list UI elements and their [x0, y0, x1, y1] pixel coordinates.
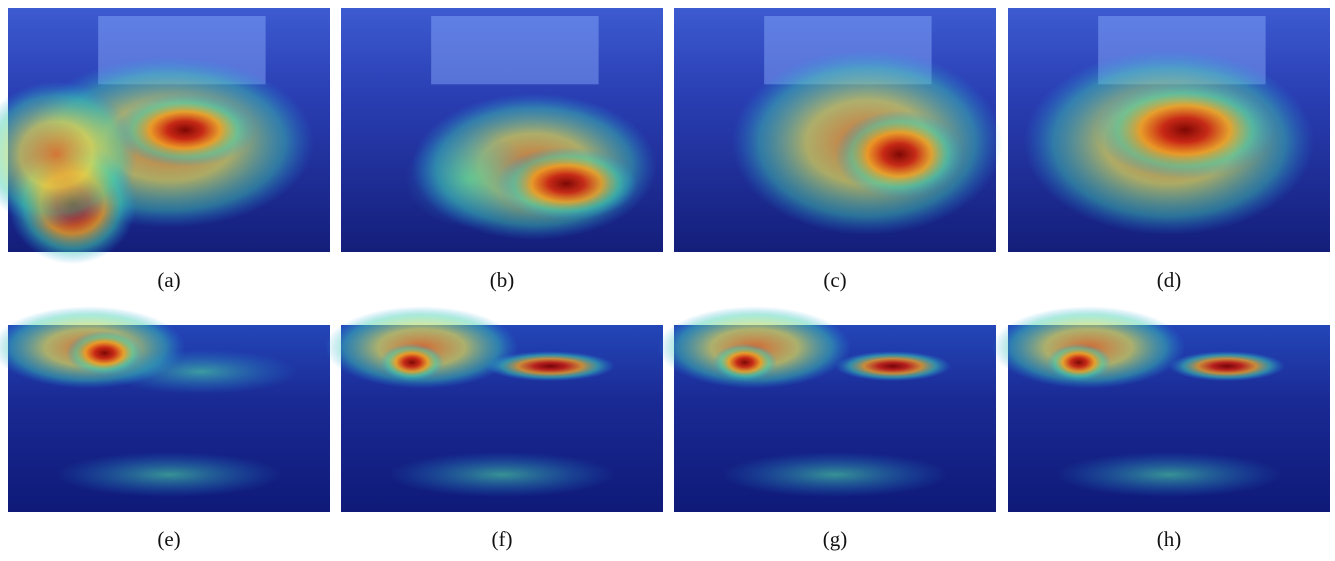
heatmap-image [0, 306, 330, 512]
heat-blob [380, 344, 444, 381]
heatmap-image [674, 8, 1002, 252]
heatmap-image [325, 306, 663, 512]
heat-blob [713, 344, 777, 381]
caption: (g) [823, 527, 848, 551]
heatmap-image [1008, 8, 1330, 252]
heat-blob [722, 452, 947, 497]
heat-blob [835, 110, 964, 198]
heat-blob [56, 452, 281, 497]
caption: (a) [157, 268, 180, 292]
heat-blob [405, 130, 534, 228]
caption: (e) [157, 527, 180, 551]
heatmap-image [658, 306, 996, 512]
caption: (d) [1157, 268, 1182, 292]
heatmap-image [341, 8, 663, 252]
heat-blob [486, 351, 615, 381]
heat-blob [1095, 81, 1275, 179]
heatmap-image [0, 8, 330, 264]
heat-blob [835, 351, 951, 381]
caption: (f) [492, 527, 513, 551]
heat-blob [1056, 452, 1281, 497]
caption: (b) [490, 268, 515, 292]
caption: (h) [1157, 527, 1182, 551]
heat-blob [1169, 351, 1285, 381]
heat-blob [1047, 344, 1111, 381]
heat-blob [105, 349, 298, 394]
caption: (c) [823, 268, 846, 292]
figure: (a) (b) (c) (d) (e) (f) (g) (h) [0, 0, 1335, 556]
heat-blob [389, 452, 614, 497]
heatmap-image [992, 306, 1330, 512]
window [431, 16, 598, 84]
